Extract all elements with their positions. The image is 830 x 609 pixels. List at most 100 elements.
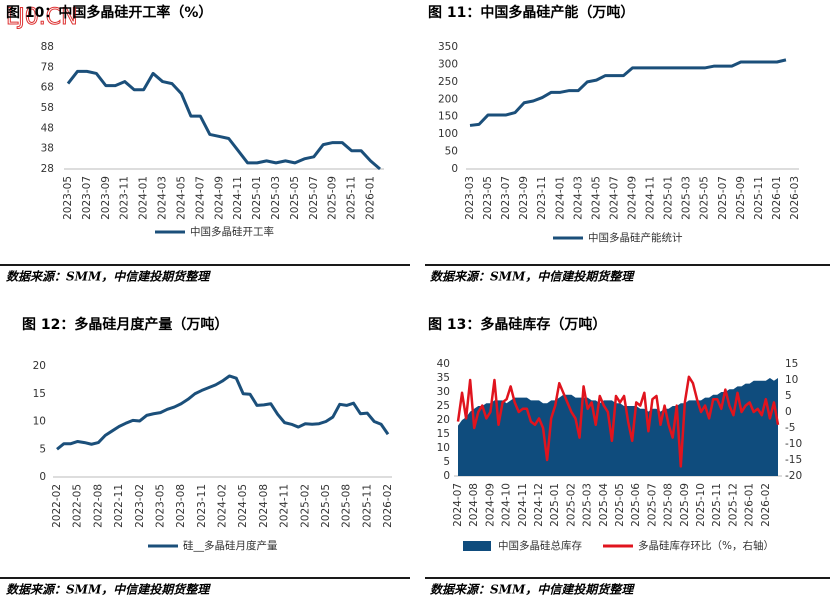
- x-tick-label: 2024-05: [175, 176, 187, 220]
- chart-title: 图 12：多晶硅月度产量（万吨）: [22, 316, 228, 333]
- x-tick-label: 2023-07: [500, 176, 512, 220]
- x-tick-label: 2026-01: [365, 176, 377, 220]
- y2-tick-label: -20: [785, 470, 802, 482]
- y-tick-label: 0: [443, 470, 450, 482]
- y2-tick-label: -10: [785, 438, 802, 450]
- x-tick-label: 2023-11: [196, 484, 208, 528]
- chart-title: 图 13：多晶硅库存（万吨）: [428, 316, 606, 333]
- x-tick-label: 2024-01: [554, 176, 566, 220]
- y2-tick-label: -15: [785, 454, 802, 466]
- x-tick-label: 2026-03: [789, 176, 801, 220]
- y-tick-label: 10: [437, 442, 450, 454]
- x-tick-label: 2024-12: [533, 483, 545, 527]
- y-tick-label: 68: [41, 82, 54, 94]
- x-tick-label: 2025-09: [679, 483, 691, 527]
- x-tick-label: 2023-09: [518, 176, 530, 220]
- legend-label: 中国多晶硅开工率: [190, 225, 274, 238]
- y-tick-label: 0: [451, 163, 458, 175]
- x-tick-label: 2022-05: [72, 484, 84, 528]
- y-tick-label: 25: [437, 400, 450, 412]
- line: [469, 58, 787, 127]
- y-tick-label: 58: [41, 102, 54, 114]
- x-tick-label: 2024-03: [572, 176, 584, 220]
- x-tick-label: 2024-01: [138, 176, 150, 220]
- x-tick-label: 2022-02: [51, 484, 63, 528]
- area: [458, 378, 778, 476]
- x-tick-label: 2025-05: [614, 483, 626, 527]
- x-tick-label: 2024-08: [258, 484, 270, 528]
- x-tick-label: 2024-10: [501, 483, 513, 527]
- x-tick-label: 2025-10: [695, 483, 707, 527]
- x-tick-label: 2025-09: [327, 176, 339, 220]
- y-tick-label: 250: [438, 76, 458, 88]
- x-tick-label: 2025-11: [346, 176, 358, 220]
- x-tick-label: 2025-07: [717, 176, 729, 220]
- x-tick-label: 2024-05: [237, 484, 249, 528]
- y2-tick-label: 10: [785, 374, 798, 386]
- x-tick-label: 2025-03: [582, 483, 594, 527]
- source: 数据来源：SMM，中信建投期货整理: [6, 270, 211, 284]
- legend-label: 中国多晶硅总库存: [498, 539, 582, 552]
- line: [56, 374, 390, 451]
- x-tick-label: 2025-01: [663, 176, 675, 220]
- x-tick-label: 2024-09: [213, 176, 225, 220]
- x-tick-label: 2023-11: [536, 176, 548, 220]
- y-tick-label: 78: [41, 61, 54, 73]
- x-tick-label: 2025-05: [320, 484, 332, 528]
- legend-label: 硅__多晶硅月度产量: [183, 539, 278, 552]
- chart-title: 图 10：中国多晶硅开工率（%）: [6, 4, 212, 21]
- source: 数据来源：SMM，中信建投期货整理: [430, 583, 635, 597]
- x-tick-label: 2025-06: [630, 483, 642, 527]
- y-tick-label: 150: [438, 111, 458, 123]
- source: 数据来源：SMM，中信建投期货整理: [6, 583, 211, 597]
- y2-tick-label: 5: [785, 390, 792, 402]
- x-tick-label: 2024-03: [157, 176, 169, 220]
- y2-tick-label: 15: [785, 358, 798, 370]
- x-tick-label: 2025-07: [308, 176, 320, 220]
- x-tick-label: 2025-01: [549, 483, 561, 527]
- x-tick-label: 2025-04: [598, 483, 610, 527]
- y-tick-label: 50: [445, 146, 458, 158]
- x-tick-label: 2025-11: [711, 483, 723, 527]
- x-tick-label: 2025-05: [289, 176, 301, 220]
- x-tick-label: 2024-05: [590, 176, 602, 220]
- y-tick-label: 5: [443, 456, 450, 468]
- x-tick-label: 2024-11: [517, 483, 529, 527]
- x-tick-label: 2025-12: [727, 483, 739, 527]
- y-tick-label: 28: [41, 163, 54, 175]
- x-tick-label: 2023-11: [119, 176, 131, 220]
- x-tick-label: 2025-02: [299, 484, 311, 528]
- x-tick-label: 2023-05: [482, 176, 494, 220]
- y-tick-label: 20: [33, 360, 46, 372]
- x-tick-label: 2025-09: [735, 176, 747, 220]
- y-tick-label: 0: [39, 471, 46, 483]
- x-tick-label: 2024-08: [468, 483, 480, 527]
- x-tick-label: 2024-11: [232, 176, 244, 220]
- y-tick-label: 38: [41, 143, 54, 155]
- x-tick-label: 2025-11: [753, 176, 765, 220]
- x-tick-label: 2024-11: [279, 484, 291, 528]
- y-tick-label: 88: [41, 41, 54, 53]
- x-tick-label: 2025-05: [699, 176, 711, 220]
- x-tick-label: 2026-01: [744, 483, 756, 527]
- x-tick-label: 2023-05: [154, 484, 166, 528]
- x-tick-label: 2025-08: [663, 483, 675, 527]
- x-tick-label: 2023-03: [464, 176, 476, 220]
- y-tick-label: 35: [437, 372, 450, 384]
- chart-title: 图 11：中国多晶硅产能（万吨）: [428, 4, 634, 21]
- x-tick-label: 2025-03: [681, 176, 693, 220]
- x-tick-label: 2026-01: [771, 176, 783, 220]
- y2-tick-label: 0: [785, 406, 792, 418]
- x-tick-label: 2022-11: [113, 484, 125, 528]
- x-tick-label: 2023-09: [100, 176, 112, 220]
- y-tick-label: 350: [438, 41, 458, 53]
- y-tick-label: 30: [437, 386, 450, 398]
- x-tick-label: 2026-02: [760, 483, 772, 527]
- x-tick-label: 2024-07: [608, 176, 620, 220]
- x-tick-label: 2025-02: [565, 483, 577, 527]
- y-tick-label: 48: [41, 122, 54, 134]
- x-tick-label: 2022-08: [92, 484, 104, 528]
- x-tick-label: 2024-07: [194, 176, 206, 220]
- x-tick-label: 2025-03: [270, 176, 282, 220]
